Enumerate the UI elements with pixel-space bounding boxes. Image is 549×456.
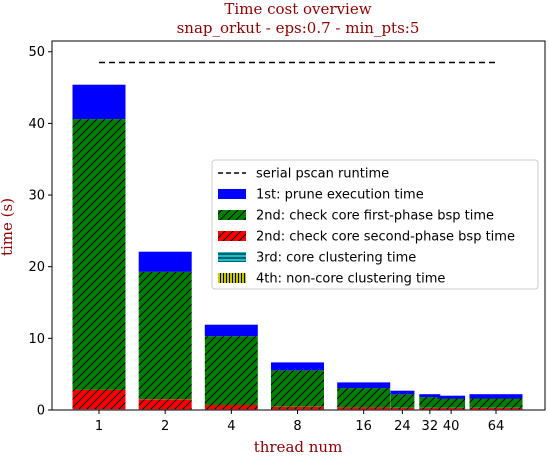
x-tick-label: 40 (443, 419, 460, 434)
axes-frame (51, 40, 546, 411)
legend-box (211, 159, 539, 290)
y-tick-label: 50 (28, 45, 45, 60)
y-axis-label: time (s) (0, 198, 16, 256)
bar-1st-prune-execution-time-4 (204, 324, 258, 337)
x-tick-label: 16 (355, 419, 372, 434)
legend-label: 3rd: core clustering time (256, 251, 416, 266)
bar-2nd-check-core-first-phase-bsp-time-2 (138, 271, 192, 400)
x-tick-label: 32 (422, 419, 439, 434)
x-tick-label: 2 (161, 419, 169, 434)
legend-swatch (218, 252, 246, 262)
legend-label: 2nd: check core second-phase bsp time (256, 230, 515, 245)
bar-2nd-check-core-first-phase-bsp-time-1 (72, 119, 126, 390)
chart-subtitle: snap_orkut - eps:0.7 - min_pts:5 (177, 19, 420, 37)
bar-2nd-check-core-first-phase-bsp-time-4 (204, 336, 258, 405)
bar-2nd-check-core-second-phase-bsp-time-8 (271, 406, 324, 410)
y-tick-label: 10 (28, 332, 45, 347)
y-tick-label: 0 (37, 404, 45, 419)
legend-swatch (218, 210, 246, 220)
bar-2nd-check-core-first-phase-bsp-time-8 (271, 370, 324, 407)
x-tick-label: 64 (488, 419, 505, 434)
x-tick-label: 24 (394, 419, 411, 434)
bar-1st-prune-execution-time-32 (419, 394, 441, 398)
legend-label: serial pscan runtime (256, 167, 389, 182)
y-tick-label: 20 (28, 260, 45, 275)
bar-2nd-check-core-second-phase-bsp-time-16 (337, 407, 391, 410)
bar-2nd-check-core-second-phase-bsp-time-1 (72, 389, 126, 410)
bar-2nd-check-core-second-phase-bsp-time-64 (469, 407, 523, 410)
bar-1st-prune-execution-time-24 (390, 390, 415, 395)
legend-swatch (218, 189, 246, 199)
bar-1st-prune-execution-time-64 (469, 394, 523, 399)
chart-title: Time cost overview (224, 0, 371, 18)
x-tick-label: 1 (95, 419, 103, 434)
x-tick-label: 4 (227, 419, 235, 434)
bar-2nd-check-core-second-phase-bsp-time-40 (437, 407, 466, 410)
y-tick-label: 30 (28, 189, 45, 204)
bar-2nd-check-core-second-phase-bsp-time-4 (204, 405, 258, 410)
bar-1st-prune-execution-time-40 (437, 395, 466, 399)
x-tick-label: 8 (293, 419, 301, 434)
bar-2nd-check-core-second-phase-bsp-time-32 (419, 407, 441, 410)
legend-label: 4th: non-core clustering time (256, 272, 445, 287)
x-axis-label: thread num (254, 438, 343, 456)
bar-2nd-check-core-second-phase-bsp-time-2 (138, 399, 192, 410)
bar-2nd-check-core-first-phase-bsp-time-40 (437, 398, 466, 408)
bar-1st-prune-execution-time-1 (72, 84, 126, 120)
bar-2nd-check-core-first-phase-bsp-time-32 (419, 397, 441, 408)
legend-swatch (218, 231, 246, 241)
bar-2nd-check-core-first-phase-bsp-time-64 (469, 398, 523, 408)
legend-swatch (218, 273, 246, 283)
bar-1st-prune-execution-time-16 (337, 382, 391, 389)
bar-1st-prune-execution-time-8 (271, 362, 324, 371)
bar-2nd-check-core-first-phase-bsp-time-24 (390, 394, 415, 408)
legend-label: 2nd: check core first-phase bsp time (256, 209, 494, 224)
y-tick-label: 40 (28, 117, 45, 132)
bar-2nd-check-core-first-phase-bsp-time-16 (337, 388, 391, 408)
bar-1st-prune-execution-time-2 (138, 251, 192, 272)
bar-2nd-check-core-second-phase-bsp-time-24 (390, 407, 415, 410)
legend-label: 1st: prune execution time (256, 188, 424, 203)
